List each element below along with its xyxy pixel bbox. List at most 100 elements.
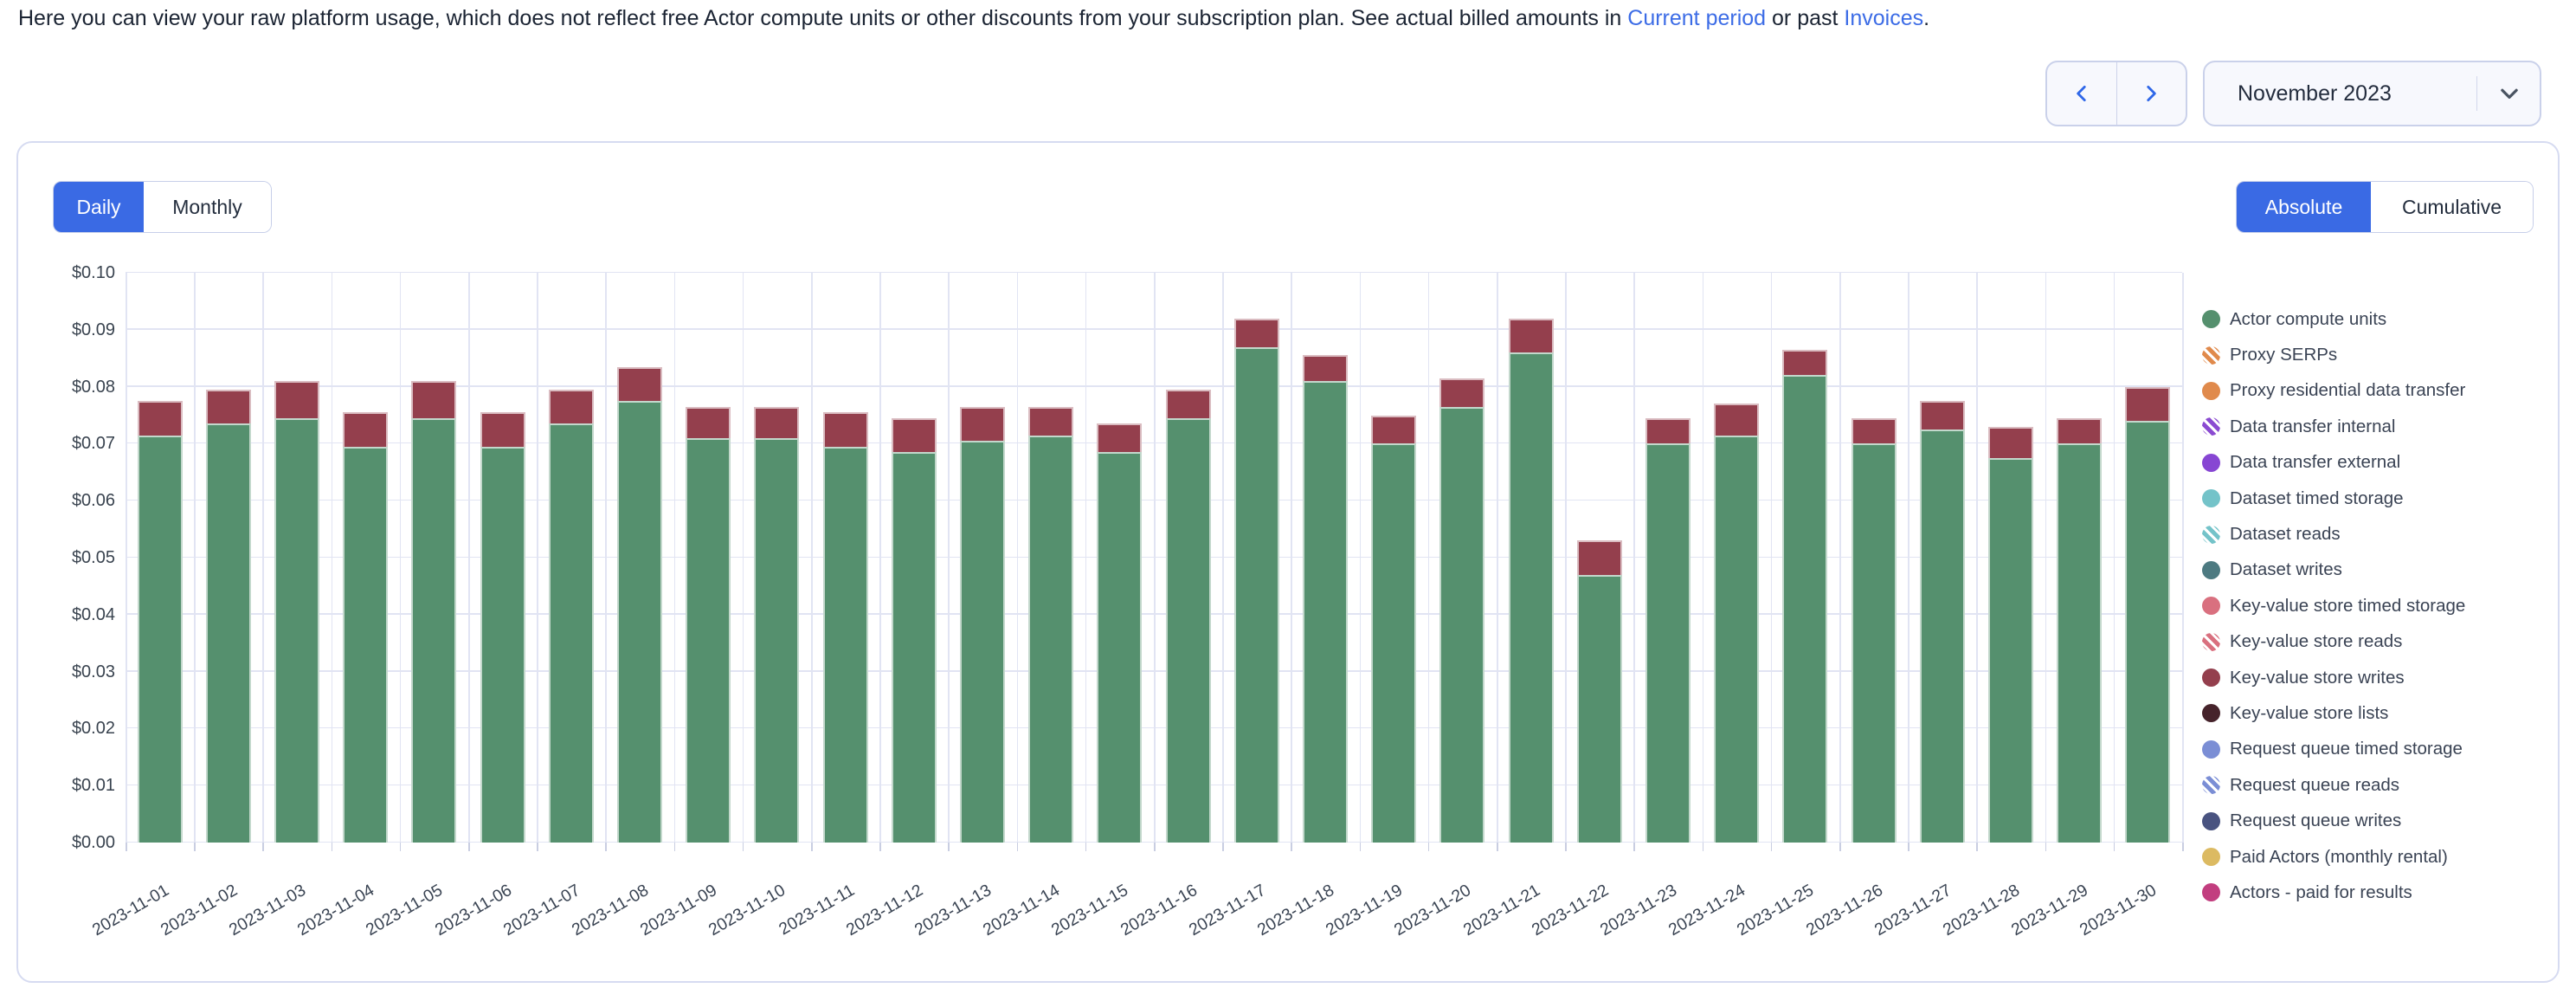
stacked-bar-2023-11-04[interactable] [343,412,389,843]
month-dropdown[interactable]: November 2023 [2203,61,2541,126]
legend-item[interactable]: Data transfer internal [2202,409,2465,444]
chevron-right-icon [2140,82,2162,105]
current-period-link[interactable]: Current period [1627,6,1767,30]
legend-item[interactable]: Key-value store lists [2202,695,2465,731]
bar-segment-actor-compute-units [1233,346,1279,843]
legend-item[interactable]: Key-value store timed storage [2202,588,2465,623]
legend-item-label: Actor compute units [2230,308,2387,329]
gridline-vertical [1427,273,1430,843]
legend-item[interactable]: Actor compute units [2202,301,2465,337]
absolute-tab[interactable]: Absolute [2237,182,2371,232]
stacked-bar-2023-11-22[interactable] [1576,540,1622,843]
x-axis-tick [1427,843,1430,851]
stacked-bar-2023-11-08[interactable] [617,366,662,843]
legend-item[interactable]: Data transfer external [2202,445,2465,481]
stacked-bar-2023-11-07[interactable] [548,389,594,843]
stacked-bar-2023-11-03[interactable] [274,381,319,843]
gridline-vertical [1359,273,1362,843]
bar-segment-key-value-store-writes [1782,349,1828,376]
x-axis-tick [399,843,402,851]
stacked-bar-2023-11-19[interactable] [1371,415,1417,843]
x-axis-tick [1839,843,1841,851]
stacked-bar-2023-11-24[interactable] [1714,404,1760,843]
legend-item[interactable]: Proxy residential data transfer [2202,373,2465,409]
legend-item[interactable]: Proxy SERPs [2202,337,2465,372]
stacked-bar-2023-11-01[interactable] [137,401,183,843]
prev-month-button[interactable] [2047,62,2117,125]
bar-segment-actor-compute-units [2125,421,2171,843]
bar-segment-actor-compute-units [1508,352,1554,843]
stacked-bar-2023-11-16[interactable] [1165,389,1211,843]
legend-swatch-icon [2202,883,2220,902]
bar-segment-actor-compute-units [617,401,662,843]
stacked-bar-2023-11-12[interactable] [891,417,937,843]
stacked-bar-2023-11-30[interactable] [2125,386,2171,843]
gridline-vertical [605,273,607,843]
stacked-bar-2023-11-21[interactable] [1508,318,1554,843]
stacked-bar-2023-11-17[interactable] [1233,318,1279,843]
stacked-bar-2023-11-20[interactable] [1439,378,1485,843]
stacked-bar-2023-11-09[interactable] [686,406,731,843]
monthly-tab[interactable]: Monthly [144,182,271,232]
legend-item[interactable]: Request queue reads [2202,767,2465,803]
bar-segment-actor-compute-units [1576,574,1622,843]
bar-segment-key-value-store-writes [274,381,319,418]
gridline-vertical [1016,273,1019,843]
stacked-bar-2023-11-13[interactable] [960,406,1005,843]
y-axis-tick-label: $0.10 [71,263,115,282]
cumulative-tab[interactable]: Cumulative [2371,182,2533,232]
stacked-bar-2023-11-10[interactable] [754,406,800,843]
bar-segment-key-value-store-writes [411,381,457,418]
y-axis-tick-label: $0.07 [71,434,115,454]
legend-item[interactable]: Request queue timed storage [2202,732,2465,767]
stacked-bar-2023-11-23[interactable] [1645,417,1690,843]
legend-swatch-icon [2202,560,2220,579]
legend-item[interactable]: Request queue writes [2202,803,2465,838]
stacked-bar-2023-11-02[interactable] [205,389,251,843]
x-axis-tick [1976,843,1978,851]
stacked-bar-2023-11-05[interactable] [411,381,457,843]
legend-item-label: Dataset timed storage [2230,488,2404,508]
stacked-bar-2023-11-06[interactable] [480,412,525,843]
x-axis-tick [1154,843,1156,851]
x-axis-tick [605,843,607,851]
legend-item[interactable]: Paid Actors (monthly rental) [2202,839,2465,875]
bar-segment-actor-compute-units [548,423,594,843]
bar-segment-actor-compute-units [137,435,183,843]
next-month-button[interactable] [2117,62,2186,125]
chart-plot-area [126,271,2184,851]
gridline-vertical [1839,273,1841,843]
chevron-left-icon [2070,82,2093,105]
bar-segment-key-value-store-writes [1233,318,1279,347]
stacked-bar-2023-11-18[interactable] [1303,355,1348,843]
stacked-bar-2023-11-14[interactable] [1028,406,1074,843]
legend-swatch-icon [2202,597,2220,616]
legend-item[interactable]: Dataset reads [2202,516,2465,552]
gridline-horizontal [126,271,2182,273]
legend-item[interactable]: Dataset writes [2202,552,2465,588]
legend-swatch-icon [2202,811,2220,830]
bar-segment-actor-compute-units [274,417,319,843]
x-axis-tick [1497,843,1498,851]
daily-tab[interactable]: Daily [54,182,144,232]
stacked-bar-2023-11-29[interactable] [2057,417,2103,843]
stacked-bar-2023-11-27[interactable] [1919,401,1965,843]
gridline-vertical [2045,273,2047,843]
stacked-bar-2023-11-15[interactable] [1097,423,1143,843]
stacked-bar-2023-11-11[interactable] [822,412,868,843]
stacked-bar-2023-11-28[interactable] [1988,426,2033,843]
legend-item[interactable]: Dataset timed storage [2202,481,2465,516]
legend-swatch-icon [2202,848,2220,867]
gridline-vertical [399,273,402,843]
stacked-bar-2023-11-25[interactable] [1782,349,1828,843]
legend-item[interactable]: Actors - paid for results [2202,875,2465,910]
stacked-bar-2023-11-26[interactable] [1851,417,1897,843]
x-axis-tick [811,843,813,851]
x-axis-tick [1565,843,1567,851]
invoices-link[interactable]: Invoices [1844,6,1924,30]
legend-swatch-hatched-icon [2202,346,2220,365]
legend-item-label: Dataset writes [2230,559,2342,580]
gridline-vertical [1633,273,1635,843]
legend-item[interactable]: Key-value store reads [2202,624,2465,660]
legend-item[interactable]: Key-value store writes [2202,660,2465,695]
